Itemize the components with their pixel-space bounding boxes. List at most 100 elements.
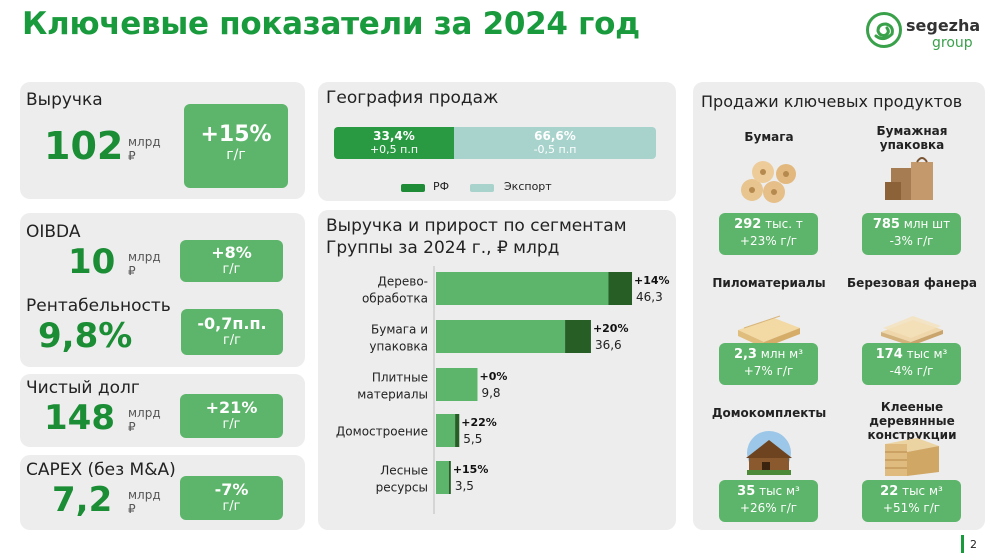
capex-unit-line2: ₽ (128, 502, 136, 516)
segment-value-label: 5,5 (463, 432, 482, 446)
margin-change: -0,7п.п. (197, 314, 267, 333)
geography-rf-change: +0,5 п.п (369, 143, 419, 156)
legend-export-swatch (470, 184, 494, 192)
capex-change: -7% (214, 480, 249, 499)
margin-change-unit: г/г (222, 333, 242, 348)
segment-bar (436, 368, 478, 401)
product-sales-change: -4% г/г (889, 364, 934, 378)
product-sales-change: +26% г/г (739, 501, 798, 515)
revenue-change-badge: +15% г/г (184, 104, 288, 188)
revenue-unit: млрд ₽ (128, 135, 161, 163)
revenue-unit-line1: млрд (128, 135, 161, 149)
product-sales-badge: 292 тыс. т +23% г/г (719, 213, 818, 255)
geography-title: География продаж (326, 88, 499, 108)
net-debt-unit-line1: млрд (128, 406, 161, 420)
revenue-value: 102 (44, 124, 124, 168)
oibda-change-badge: +8% г/г (180, 240, 283, 282)
segment-growth-label: +0% (479, 370, 507, 383)
geography-export-segment: 66,6% -0,5 п.п (454, 127, 656, 159)
capex-unit-line1: млрд (128, 488, 161, 502)
segments-bar-chart: Дерево-обработка +14% 46,3 Бумага и упаковка… (336, 266, 670, 514)
product-sales-value: 22 (880, 484, 899, 499)
capex-label: CAPEX (без M&A) (26, 460, 176, 480)
product-name-line: Клееные деревянные (869, 400, 955, 428)
product-name-line: Пиломатериалы (712, 276, 826, 290)
geography-rf-value: 33,4% (373, 129, 415, 143)
house-icon (734, 428, 804, 482)
product-sales-unit: тыс м³ (755, 484, 800, 498)
glulam-beam-icon (877, 428, 947, 482)
page-number: 2 (970, 538, 977, 551)
oibda-change: +8% (211, 243, 252, 262)
product-name: Клееные деревянные конструкции (842, 400, 982, 442)
segment-bar (436, 414, 456, 447)
product-sales-value: 785 (872, 217, 900, 232)
segment-growth-label: +15% (453, 463, 489, 476)
capex-change-badge: -7% г/г (180, 476, 283, 520)
paper-bags-icon (877, 154, 947, 208)
product-sales-badge: 22 тыс м³ +51% г/г (862, 480, 961, 522)
oibda-unit-line1: млрд (128, 250, 161, 264)
product-name: Домокомплекты (699, 406, 839, 420)
net-debt-value: 148 (44, 398, 115, 438)
geography-bar: 33,4% +0,5 п.п 66,6% -0,5 п.п (334, 127, 656, 159)
product-sales-badge: 35 тыс м³ +26% г/г (719, 480, 818, 522)
segment-bar (436, 320, 566, 353)
product-name: Пиломатериалы (699, 276, 839, 290)
segment-growth-bar (565, 320, 591, 353)
oibda-unit: млрд ₽ (128, 250, 161, 278)
segment-value-label: 36,6 (595, 338, 622, 352)
segment-growth-bar (608, 272, 633, 305)
product-name: Березовая фанера (842, 276, 982, 290)
oibda-label: OIBDA (26, 222, 81, 242)
product-name-line: Домокомплекты (711, 406, 827, 420)
segment-category-label: Дерево- (377, 275, 428, 289)
product-sales-value: 35 (737, 484, 756, 499)
product-sales-badge: 174 тыс м³ -4% г/г (862, 343, 961, 385)
legend-export-label: Экспорт (504, 180, 552, 193)
segment-category-label: Плитные (372, 371, 428, 385)
company-logo: segezha group (866, 10, 986, 56)
page-number-marker (961, 535, 964, 553)
product-name: Бумажная упаковка (842, 124, 982, 152)
products-title: Продажи ключевых продуктов (701, 92, 963, 111)
product-sales-change: -3% г/г (889, 234, 934, 248)
segment-category-label: обработка (362, 292, 428, 306)
segment-growth-label: +20% (593, 322, 629, 335)
segment-category-label: Лесные (380, 464, 428, 478)
segments-title-line2: Группы за 2024 г., ₽ млрд (326, 238, 560, 258)
segment-growth-bar (455, 414, 460, 447)
segment-category-label: ресурсы (376, 481, 428, 495)
net-debt-change-badge: +21% г/г (180, 394, 283, 438)
product-sales-unit: млн м³ (756, 347, 804, 361)
product-sales-unit: тыс м³ (898, 484, 943, 498)
net-debt-label: Чистый долг (26, 378, 140, 398)
segment-growth-label: +14% (634, 274, 670, 287)
net-debt-change: +21% (205, 398, 258, 417)
product-name: Бумага (699, 130, 839, 144)
segment-value-label: 9,8 (481, 386, 500, 400)
margin-label: Рентабельность (26, 296, 171, 316)
product-name-line: упаковка (879, 138, 945, 152)
product-name-line: конструкции (867, 428, 957, 442)
oibda-value: 10 (68, 242, 116, 282)
segments-title-line1: Выручка и прирост по сегментам (326, 216, 627, 236)
oibda-change-unit: г/г (222, 262, 241, 277)
product-sales-change: +7% г/г (743, 364, 794, 378)
product-sales-change: +23% г/г (739, 234, 798, 248)
net-debt-unit-line2: ₽ (128, 420, 136, 434)
segments-card (318, 210, 676, 530)
product-sales-badge: 785 млн шт -3% г/г (862, 213, 961, 255)
segment-growth-label: +22% (461, 416, 497, 429)
legend-rf-label: РФ (433, 180, 450, 193)
revenue-label: Выручка (26, 90, 103, 110)
product-sales-unit: млн шт (899, 217, 951, 231)
segment-growth-bar (448, 461, 451, 494)
segment-category-label: материалы (357, 388, 428, 402)
product-name-line: Бумага (744, 130, 794, 144)
product-sales-change: +51% г/г (882, 501, 941, 515)
segment-category-label: упаковка (369, 340, 428, 354)
product-sales-value: 2,3 (733, 347, 757, 362)
geography-export-change: -0,5 п.п (533, 143, 577, 156)
segment-value-label: 3,5 (455, 479, 474, 493)
